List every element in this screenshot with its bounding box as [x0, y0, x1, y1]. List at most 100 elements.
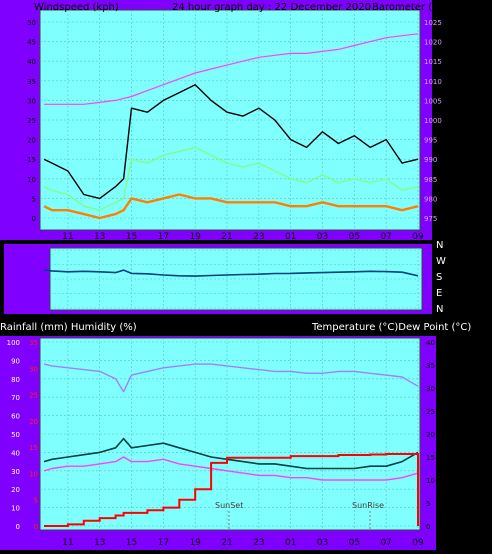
temp-x-tick: 01 — [285, 538, 296, 548]
humidity-y-tick: 80 — [11, 376, 20, 384]
series-temperature — [43, 437, 419, 470]
direction-series — [43, 269, 419, 277]
wind-y-tick: 30 — [27, 97, 36, 105]
tick-labels: 0510152025303540455097598098599099510001… — [7, 19, 442, 548]
temp-x-tick: 03 — [317, 538, 328, 548]
humidity-y-tick: 50 — [11, 431, 20, 439]
wind-y-tick: 50 — [27, 19, 36, 27]
wind-y-tick: 40 — [27, 58, 36, 66]
wind-x-tick: 17 — [158, 232, 169, 242]
wind-y-tick: 0 — [32, 215, 36, 223]
wind-series-gust — [43, 83, 419, 200]
barometer-y-tick: 1005 — [424, 97, 442, 105]
sunset-label: SunSet — [215, 501, 243, 510]
wind-series-low — [43, 193, 419, 220]
barometer-y-tick: 1015 — [424, 58, 442, 66]
temp-x-tick: 21 — [221, 538, 232, 548]
sunrise-label: SunRise — [352, 501, 384, 510]
wind-x-tick: 15 — [126, 232, 137, 242]
humidity-y-tick: 100 — [7, 339, 20, 347]
rain-y-tick: 20 — [29, 418, 38, 426]
temp-x-tick: 07 — [380, 538, 391, 548]
rain-y-tick: 15 — [29, 444, 38, 452]
humidity-y-tick: 40 — [11, 449, 20, 457]
barometer-axis-title: Barometer (hpa) — [372, 2, 455, 13]
wind-y-tick: 20 — [27, 137, 36, 145]
dir-label-w: W — [436, 256, 446, 267]
chart-date-title: 24 hour graph day : 22 December 2020 — [172, 2, 371, 13]
wind-y-tick: 35 — [27, 78, 36, 86]
barometer-y-tick: 1020 — [424, 39, 442, 47]
barometer-y-tick: 975 — [424, 215, 437, 223]
barometer-y-tick: 980 — [424, 195, 437, 203]
dir-label-s: S — [436, 272, 442, 283]
barometer-y-tick: 1025 — [424, 19, 442, 27]
wind-x-tick: 13 — [94, 232, 105, 242]
temp-x-tick: 23 — [253, 538, 264, 548]
rain-y-tick: 5 — [34, 497, 38, 505]
dir-label-e: E — [436, 288, 442, 299]
dir-label-n-bottom: N — [436, 304, 443, 315]
temperature-y-tick: 0 — [426, 523, 430, 531]
rain-humidity-axis-title: Rainfall (mm) Humidity (%) — [0, 322, 137, 333]
humidity-y-tick: 70 — [11, 394, 20, 402]
barometer-y-tick: 1000 — [424, 117, 442, 125]
grid-lines — [40, 10, 422, 530]
humidity-y-tick: 90 — [11, 357, 20, 365]
humidity-y-tick: 0 — [16, 523, 20, 531]
wind-y-tick: 10 — [27, 176, 36, 184]
wind-x-tick: 11 — [62, 232, 73, 242]
rain-y-tick: 25 — [29, 392, 38, 400]
wind-x-tick: 19 — [189, 232, 201, 242]
wind-x-tick: 23 — [253, 232, 264, 242]
temperature-y-tick: 20 — [426, 431, 435, 439]
series-humidity — [43, 363, 419, 393]
humidity-y-tick: 20 — [11, 486, 20, 494]
series-rain — [44, 453, 419, 527]
humidity-y-tick: 60 — [11, 413, 20, 421]
series-layer — [43, 33, 419, 527]
wind-y-tick: 45 — [27, 39, 36, 47]
temp-x-tick: 19 — [189, 538, 201, 548]
temp-x-tick: 05 — [349, 538, 360, 548]
barometer-y-tick: 995 — [424, 137, 437, 145]
temperature-y-tick: 5 — [426, 500, 430, 508]
dir-label-n-top: N — [436, 240, 443, 251]
temperature-y-tick: 15 — [426, 454, 435, 462]
wind-x-tick: 09 — [412, 232, 424, 242]
temp-x-tick: 11 — [62, 538, 73, 548]
wind-axis-title: Windspeed (kph) — [34, 2, 119, 13]
wind-x-tick: 05 — [349, 232, 360, 242]
wind-y-tick: 15 — [27, 156, 36, 164]
temperature-y-tick: 25 — [426, 408, 435, 416]
humidity-y-tick: 30 — [11, 468, 20, 476]
wind-x-tick: 07 — [380, 232, 391, 242]
rain-y-tick: 10 — [29, 470, 38, 478]
series-dewpoint — [43, 456, 419, 481]
wind-series-pressure — [44, 33, 419, 105]
wind-x-tick: 21 — [221, 232, 232, 242]
rain-y-tick: 30 — [29, 365, 38, 373]
wind-series-avg — [43, 146, 419, 211]
barometer-y-tick: 990 — [424, 156, 437, 164]
temp-x-tick: 15 — [126, 538, 137, 548]
humidity-y-tick: 10 — [11, 505, 20, 513]
temp-x-tick: 17 — [158, 538, 169, 548]
temperature-axis-title: Temperature (°C)Dew Point (°C) — [311, 322, 471, 333]
wind-y-tick: 5 — [32, 195, 36, 203]
wind-x-tick: 03 — [317, 232, 328, 242]
temperature-y-tick: 30 — [426, 385, 435, 393]
temperature-y-tick: 35 — [426, 362, 435, 370]
wind-y-tick: 25 — [27, 117, 36, 125]
barometer-y-tick: 985 — [424, 176, 437, 184]
temperature-y-tick: 10 — [426, 477, 435, 485]
temperature-y-tick: 40 — [426, 339, 435, 347]
wind-x-tick: 01 — [285, 232, 296, 242]
rain-y-tick: 35 — [29, 339, 38, 347]
temp-x-tick: 09 — [412, 538, 424, 548]
temp-x-tick: 13 — [94, 538, 105, 548]
barometer-y-tick: 1010 — [424, 78, 442, 86]
rain-y-tick: 0 — [34, 523, 38, 531]
